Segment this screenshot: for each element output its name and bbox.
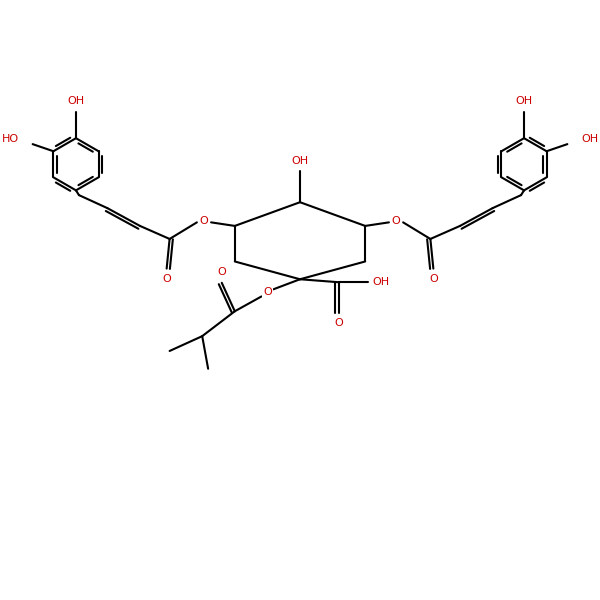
Text: OH: OH [67,96,85,106]
Text: OH: OH [581,134,598,145]
Text: OH: OH [515,96,533,106]
Text: O: O [217,267,226,277]
Text: O: O [162,274,171,284]
Text: O: O [334,317,343,328]
Text: O: O [429,274,438,284]
Text: O: O [263,287,272,297]
Text: O: O [200,216,208,226]
Text: OH: OH [292,156,308,166]
Text: OH: OH [373,277,390,287]
Text: HO: HO [2,134,19,145]
Text: O: O [392,216,400,226]
